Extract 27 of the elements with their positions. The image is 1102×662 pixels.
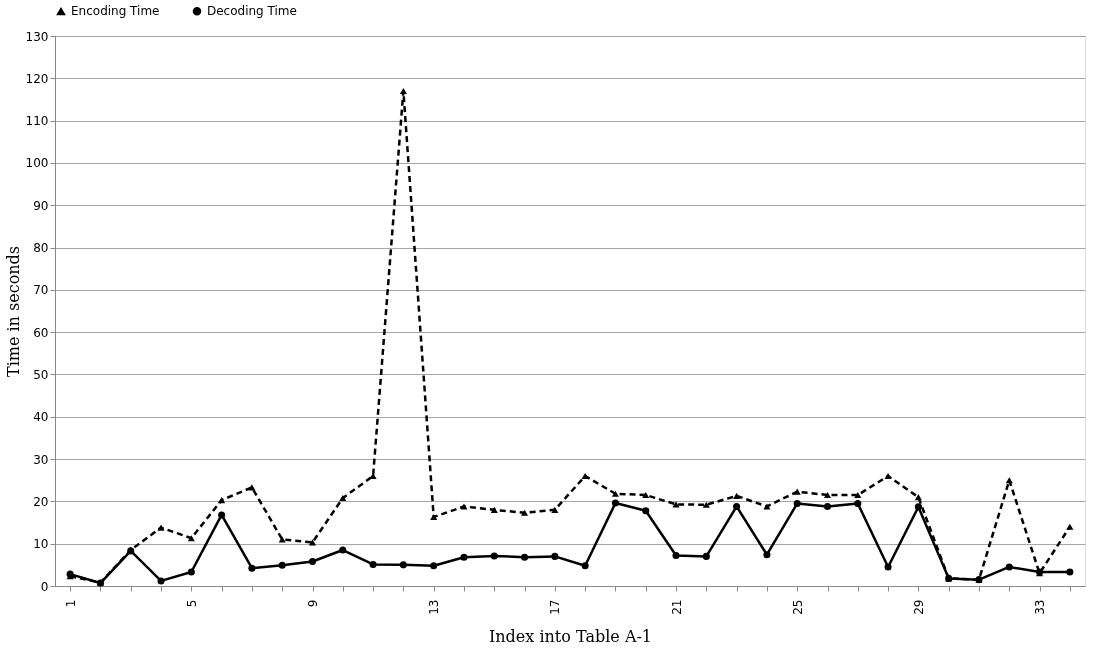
legend-label: Decoding Time — [207, 4, 297, 19]
x-tick-label: 1 — [63, 599, 78, 608]
y-tick-label: 20 — [33, 494, 49, 509]
y-tick-label: 0 — [40, 579, 49, 594]
y-tick-label: 50 — [33, 367, 49, 382]
y-tick-label: 110 — [25, 114, 49, 129]
x-tick-label: 5 — [184, 599, 199, 608]
x-tick-label: 13 — [427, 599, 442, 615]
x-tick-label: 29 — [911, 599, 926, 615]
x-tick-label: 33 — [1033, 599, 1048, 615]
x-tick-label: 9 — [306, 599, 320, 608]
y-tick-label: 60 — [33, 325, 49, 340]
y-tick-label: 100 — [25, 156, 49, 171]
y-tick-label: 80 — [33, 241, 49, 256]
legend-label: Encoding Time — [71, 4, 160, 19]
y-tick-label: 130 — [25, 29, 49, 44]
y-tick-label: 90 — [33, 198, 49, 213]
x-tick-label: 17 — [548, 599, 563, 615]
y-tick-label: 40 — [33, 410, 49, 425]
y-tick-label: 120 — [25, 71, 49, 86]
x-tick-label: 25 — [790, 599, 805, 615]
y-axis-title: Time in seconds — [3, 245, 23, 378]
x-tick-label: 21 — [669, 599, 684, 615]
y-tick-label: 30 — [33, 452, 49, 467]
x-axis-title: Index into Table A-1 — [488, 626, 653, 646]
y-tick-label: 10 — [33, 537, 49, 552]
y-tick-label: 70 — [33, 283, 49, 298]
